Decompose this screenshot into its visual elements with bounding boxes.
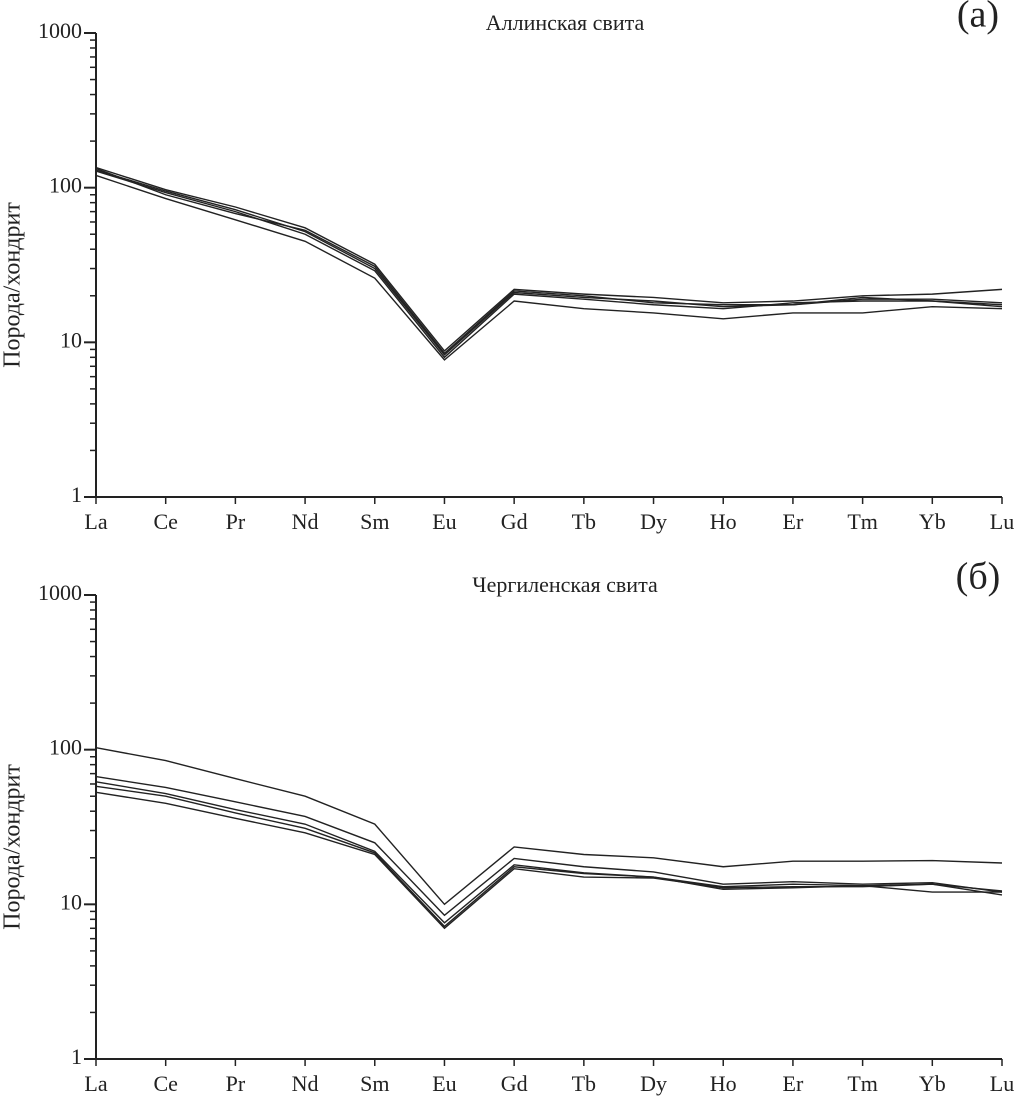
y-axis-label: Порода/хондрит (0, 202, 26, 368)
data-line (95, 170, 1003, 359)
x-tick-label: Nd (292, 1071, 319, 1096)
y-tick-label: 1000 (38, 580, 82, 605)
x-tick-label: Eu (432, 509, 456, 534)
x-tick-label: Lu (990, 1071, 1014, 1096)
x-tick-label: Sm (360, 509, 389, 534)
x-tick-label: Yb (919, 1071, 946, 1096)
data-line (95, 775, 1003, 917)
x-tick-label: Lu (990, 509, 1014, 534)
data-line (95, 781, 1003, 924)
data-line (95, 167, 1003, 355)
x-tick-label: Gd (501, 1071, 528, 1096)
x-tick-label: Tm (847, 1071, 878, 1096)
chart-title: Аллинская свита (486, 10, 645, 35)
x-tick-label: Yb (919, 509, 946, 534)
panel-label: (б) (956, 556, 1001, 598)
y-tick-label: 10 (60, 889, 82, 914)
x-tick-label: Ce (153, 1071, 177, 1096)
chart-title: Чергиленская свита (472, 572, 658, 597)
x-tick-label: Tb (572, 1071, 596, 1096)
x-tick-label: Tm (847, 509, 878, 534)
x-tick-label: Sm (360, 1071, 389, 1096)
x-tick-label: Er (783, 509, 804, 534)
x-tick-label: Dy (640, 1071, 667, 1096)
x-tick-label: Dy (640, 509, 667, 534)
panel-label: (а) (957, 0, 999, 36)
x-tick-label: Er (783, 1071, 804, 1096)
x-tick-label: Tb (572, 509, 596, 534)
x-tick-label: Nd (292, 509, 319, 534)
y-tick-label: 1 (71, 1044, 82, 1069)
x-tick-label: La (84, 1071, 107, 1096)
x-tick-label: Ce (153, 509, 177, 534)
y-tick-label: 100 (49, 173, 82, 198)
y-tick-label: 1 (71, 482, 82, 507)
data-line (95, 746, 1003, 906)
y-tick-label: 1000 (38, 18, 82, 43)
x-tick-label: La (84, 509, 107, 534)
x-tick-label: Pr (226, 509, 246, 534)
data-line (95, 785, 1002, 928)
x-tick-label: Ho (710, 1071, 737, 1096)
data-line (95, 791, 1003, 930)
x-tick-label: Eu (432, 1071, 456, 1096)
y-tick-label: 100 (49, 735, 82, 760)
x-tick-label: Ho (710, 509, 737, 534)
x-tick-label: Gd (501, 509, 528, 534)
data-line (95, 166, 1003, 352)
data-line (95, 174, 1003, 361)
data-line (95, 169, 1003, 356)
y-tick-label: 10 (60, 327, 82, 352)
y-axis-label: Порода/хондрит (0, 764, 26, 930)
x-tick-label: Pr (226, 1071, 246, 1096)
